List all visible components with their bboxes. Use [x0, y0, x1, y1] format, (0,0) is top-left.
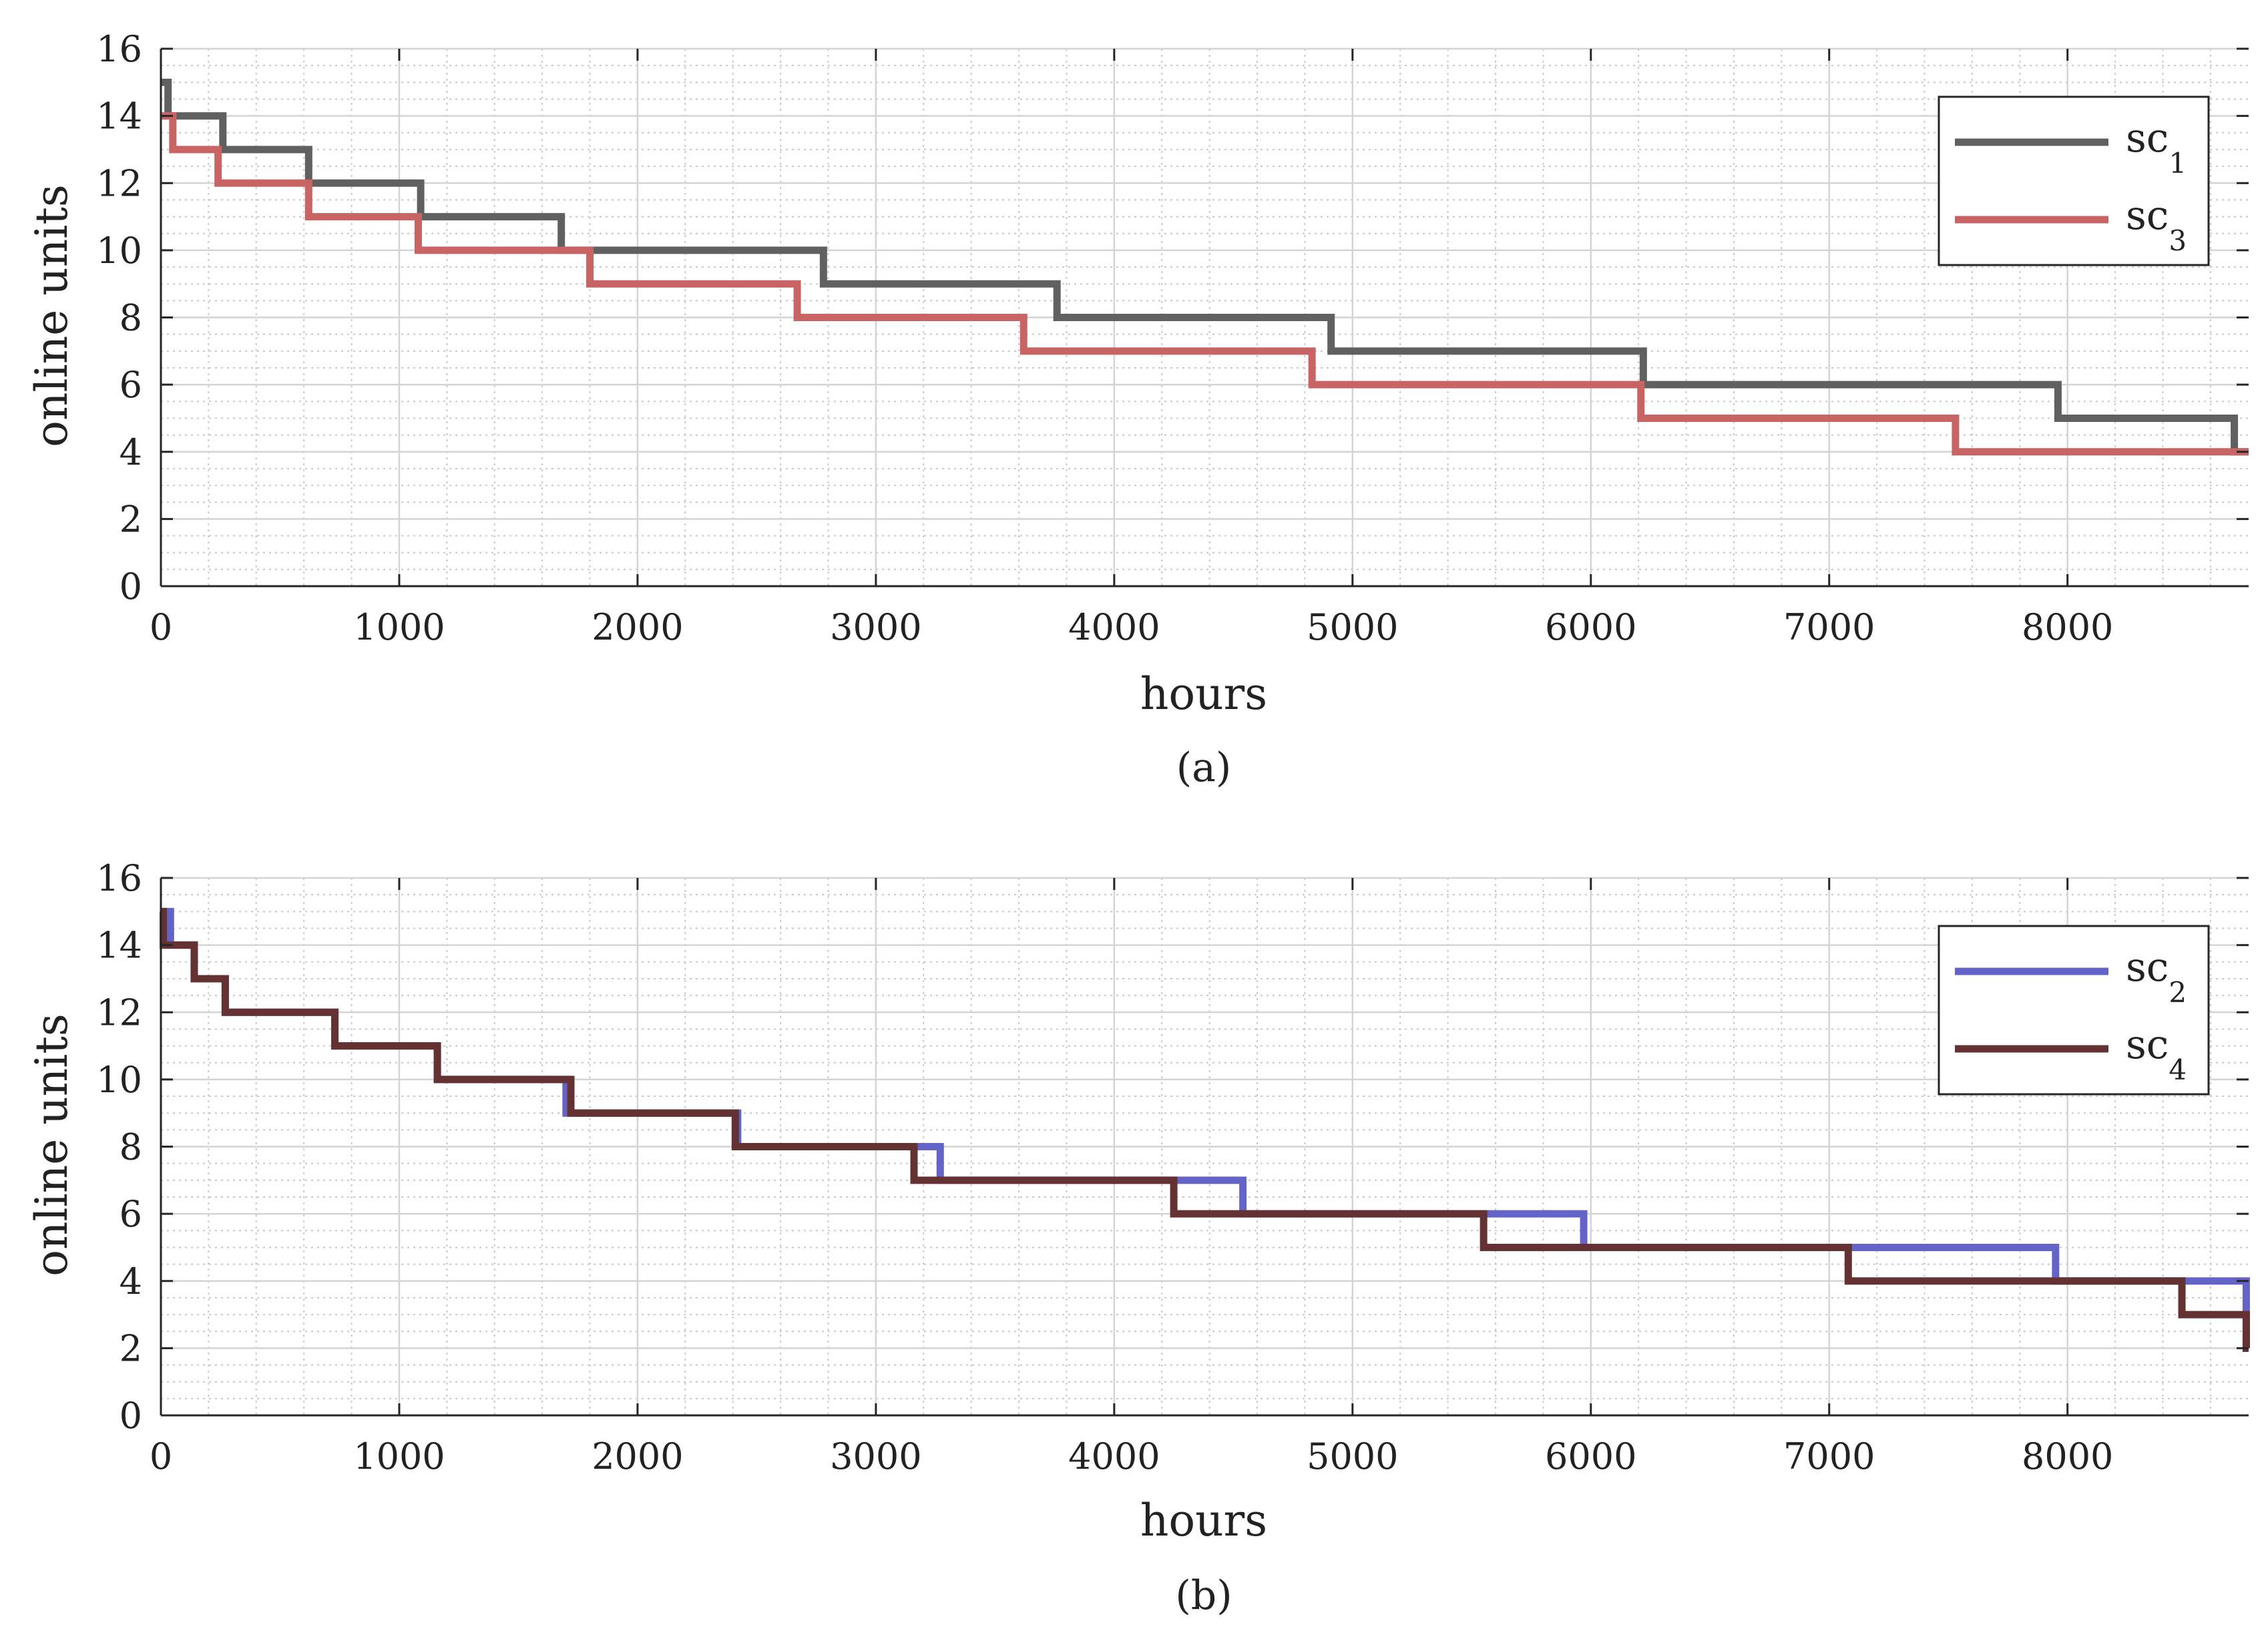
y-tick-label: 12: [96, 162, 142, 204]
series-line-sc1: [161, 78, 2249, 456]
y-tick-label: 6: [120, 1193, 142, 1235]
chart-panel-a: 0 1000 2000 3000 4000 5000 6000 7000 8000 0 2 4 6 8 10…: [26, 28, 2249, 791]
y-tick-label: 2: [120, 1327, 142, 1369]
y-tick-label: 12: [96, 991, 142, 1033]
x-tick-label: 0: [150, 1435, 172, 1477]
x-axis-label: hours: [1140, 1495, 1267, 1546]
legend-box: [1938, 925, 2210, 1096]
y-axis-label: online units: [26, 1013, 77, 1276]
x-tick-label: 2000: [592, 606, 683, 648]
y-tick-label: 14: [96, 925, 142, 967]
y-tick-label: 8: [120, 1126, 142, 1168]
series-line-sc3: [161, 112, 2249, 456]
major-grid: [161, 877, 2249, 1415]
legend-box: [1938, 95, 2210, 266]
axes: [160, 877, 2249, 1417]
series-layer: [161, 78, 2249, 456]
y-tick-label: 10: [96, 230, 142, 272]
x-tick-label: 6000: [1545, 1435, 1636, 1477]
axes: [160, 47, 2249, 588]
legend-subscript: 3: [2169, 224, 2187, 257]
panel-caption: (a): [1176, 744, 1232, 791]
chart-panel-b: 0 1000 2000 3000 4000 5000 6000 7000 8000 0 2 4 6 8 10…: [26, 857, 2250, 1619]
major-grid: [161, 47, 2249, 586]
tick-labels: 0 1000 2000 3000 4000 5000 6000 7000 8000 0 2 4 6 8 10…: [96, 857, 2113, 1477]
y-tick-label: 4: [120, 1260, 142, 1303]
x-tick-label: 7000: [1783, 1435, 1875, 1477]
y-tick-label: 10: [96, 1059, 142, 1101]
y-tick-label: 16: [96, 28, 142, 70]
x-tick-label: 8000: [2022, 1435, 2113, 1477]
x-tick-label: 3000: [830, 606, 921, 648]
x-tick-label: 1000: [353, 1435, 445, 1477]
legend-subscript: 2: [2169, 976, 2187, 1009]
series-line-sc4: [160, 907, 2250, 1352]
y-tick-label: 14: [96, 95, 142, 138]
series-layer: [160, 907, 2250, 1352]
x-tick-label: 4000: [1068, 1435, 1160, 1477]
x-tick-label: 5000: [1307, 606, 1398, 648]
y-tick-label: 4: [120, 431, 142, 473]
x-tick-label: 4000: [1068, 606, 1160, 648]
x-tick-label: 1000: [353, 606, 445, 648]
legend-subscript: 4: [2169, 1054, 2187, 1086]
tick-labels: 0 1000 2000 3000 4000 5000 6000 7000 8000 0 2 4 6 8 10…: [96, 28, 2113, 648]
y-tick-label: 2: [120, 498, 142, 540]
y-tick-label: 6: [120, 364, 142, 406]
panel-caption: (b): [1175, 1572, 1232, 1619]
y-tick-label: 0: [120, 565, 142, 608]
x-tick-label: 8000: [2022, 606, 2113, 648]
y-axis-label: online units: [26, 184, 77, 447]
x-axis-label: hours: [1140, 668, 1267, 720]
legend-subscript: 1: [2169, 147, 2187, 180]
y-tick-label: 16: [96, 857, 142, 899]
x-tick-label: 6000: [1545, 606, 1636, 648]
x-tick-label: 2000: [592, 1435, 683, 1477]
x-tick-label: 0: [150, 606, 172, 648]
y-tick-label: 8: [120, 297, 142, 339]
x-tick-label: 5000: [1307, 1435, 1398, 1477]
x-tick-label: 3000: [830, 1435, 921, 1477]
y-tick-label: 0: [120, 1395, 142, 1437]
x-tick-label: 7000: [1783, 606, 1875, 648]
